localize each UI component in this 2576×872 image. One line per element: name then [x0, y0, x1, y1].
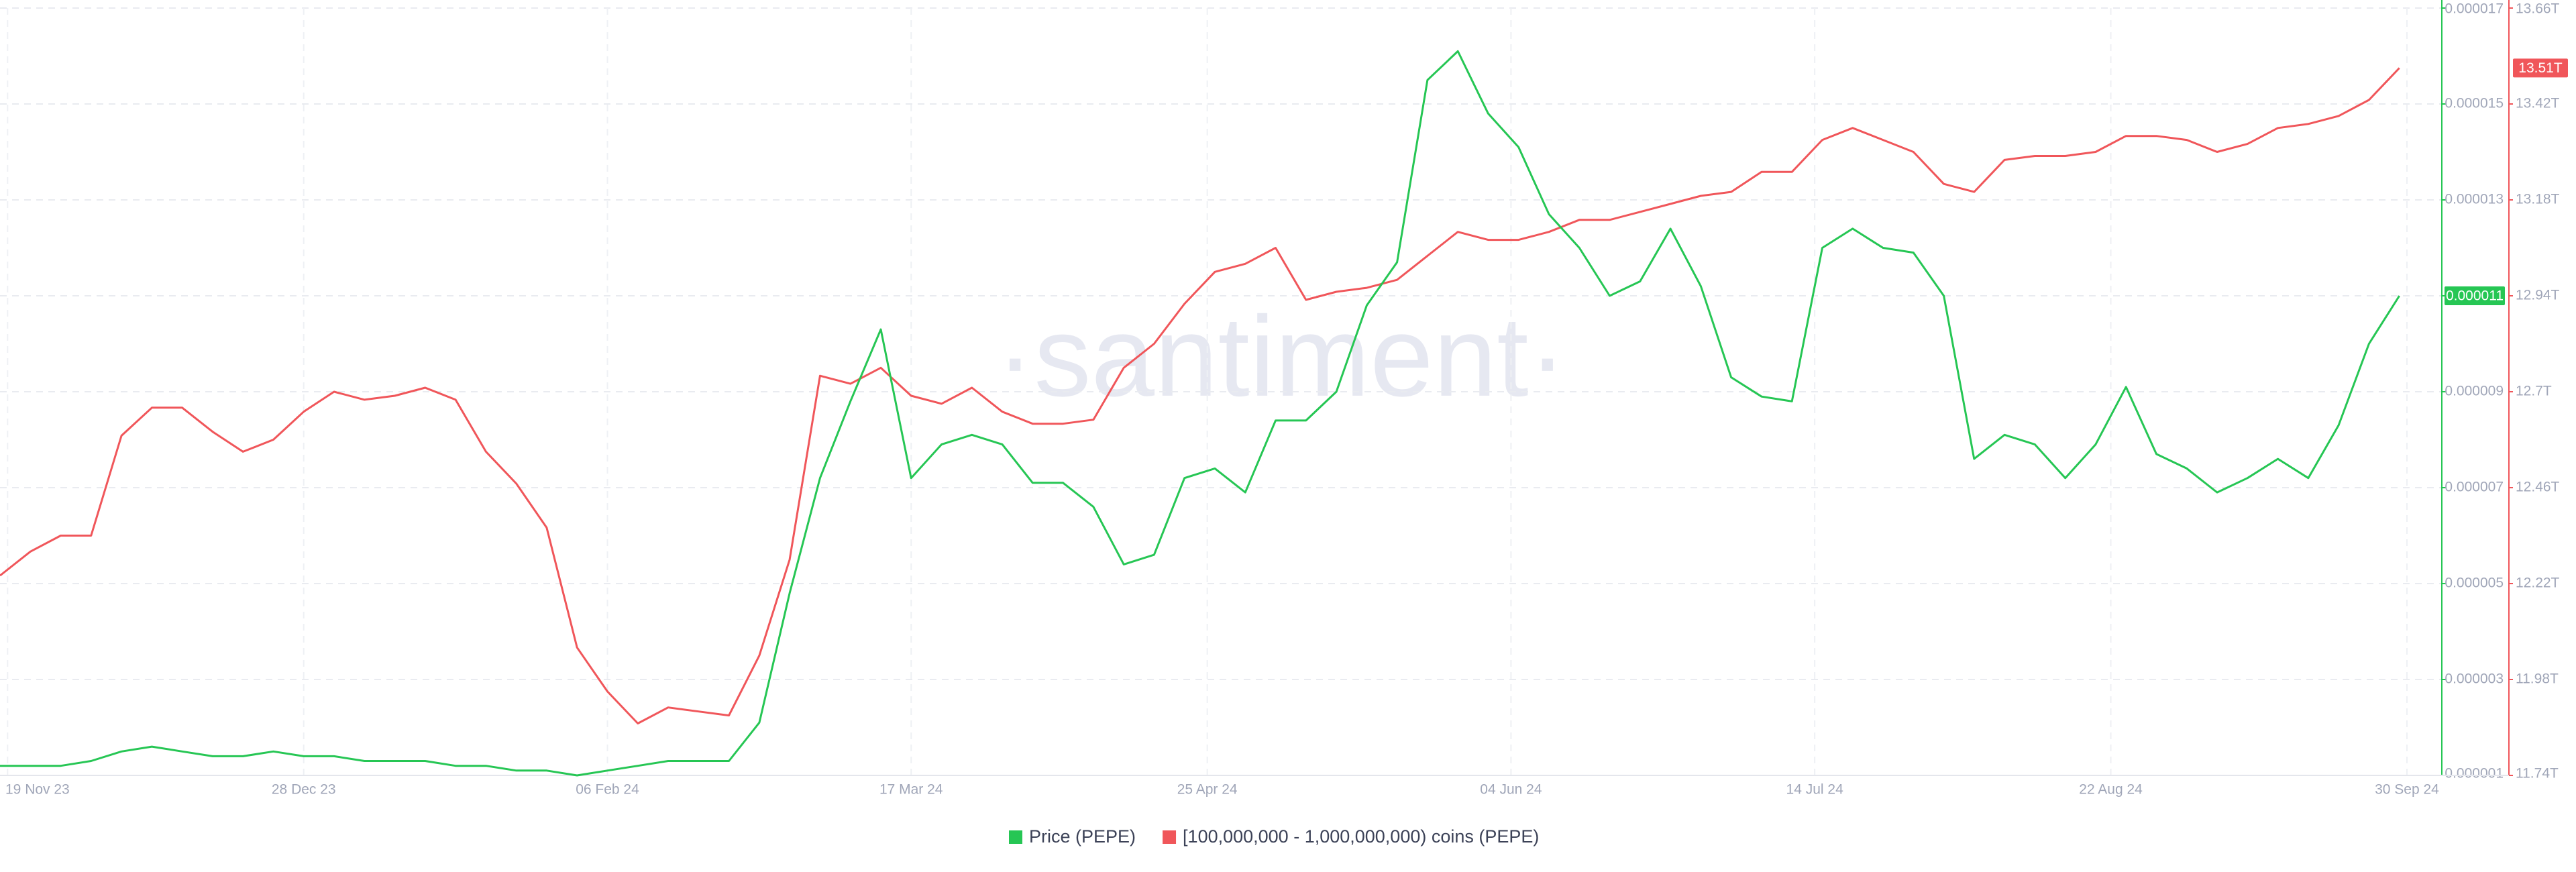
y2-tick-label: 11.98T — [2516, 671, 2559, 687]
x-tick-label: 14 Jul 24 — [1786, 782, 1844, 798]
current-value-label: 0.000011 — [2446, 288, 2504, 304]
legend-label: Price (PEPE) — [1029, 826, 1136, 847]
y2-tick-label: 12.94T — [2516, 288, 2560, 303]
legend-swatch — [1163, 830, 1177, 844]
current-value-badge — [2513, 58, 2568, 78]
legend: Price (PEPE) [100,000,000 - 1,000,000,000… — [1009, 826, 1539, 847]
y2-tick-label: 13.66T — [2516, 1, 2560, 17]
series-line — [0, 67, 2400, 724]
x-tick-label: 22 Aug 24 — [2079, 782, 2143, 798]
x-tick-label: 06 Feb 24 — [576, 782, 639, 798]
y-tick-label: 0.000007 — [2445, 480, 2504, 495]
y2-tick-label: 12.7T — [2516, 384, 2552, 399]
y2-tick-label: 12.22T — [2516, 576, 2560, 591]
x-tick-label: 04 Jun 24 — [1480, 782, 1542, 798]
y-tick-label: 0.000005 — [2445, 576, 2504, 591]
current-value-badge — [2445, 286, 2505, 305]
y-tick-label: 0.000015 — [2445, 96, 2504, 111]
y2-tick-label: 13.42T — [2516, 96, 2560, 111]
y2-tick-label: 12.46T — [2516, 480, 2560, 495]
y-tick-label: 0.000013 — [2445, 192, 2504, 207]
x-tick-label: 25 Apr 24 — [1177, 782, 1238, 798]
series-line — [0, 50, 2400, 777]
y2-tick-label: 13.18T — [2516, 192, 2560, 207]
watermark: ·santiment· — [996, 293, 1566, 421]
y-tick-label: 0.000001 — [2445, 766, 2504, 781]
legend-label: [100,000,000 - 1,000,000,000) coins (PEP… — [1183, 826, 1539, 847]
x-tick-label: 17 Mar 24 — [879, 782, 943, 798]
x-tick-label: 19 Nov 23 — [5, 782, 70, 798]
x-tick-label: 30 Sep 24 — [2375, 782, 2439, 798]
current-value-label: 13.51T — [2518, 60, 2563, 76]
x-tick-label: 28 Dec 23 — [272, 782, 336, 798]
y-tick-label: 0.000003 — [2445, 671, 2504, 687]
y-tick-label: 0.000009 — [2445, 384, 2504, 399]
y-tick-label: 0.000017 — [2445, 1, 2504, 17]
y2-tick-label: 11.74T — [2516, 766, 2559, 781]
legend-swatch — [1009, 830, 1022, 844]
